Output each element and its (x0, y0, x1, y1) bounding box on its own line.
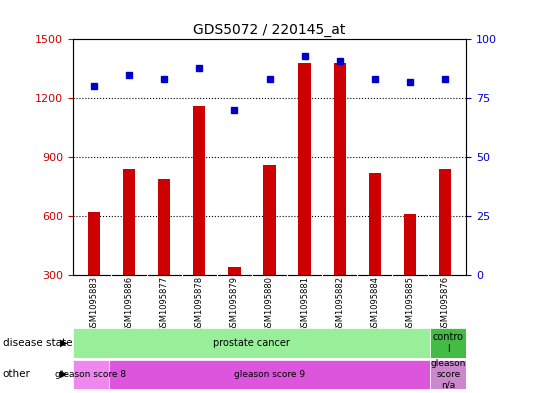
Text: GSM1095883: GSM1095883 (89, 276, 98, 332)
Bar (439, 169, 451, 275)
Text: GSM1095876: GSM1095876 (441, 276, 450, 332)
Text: GSM1095881: GSM1095881 (300, 276, 309, 332)
Bar (299, 63, 311, 275)
Text: gleason score 9: gleason score 9 (234, 370, 305, 379)
Bar (193, 106, 205, 275)
Text: GSM1095877: GSM1095877 (160, 276, 169, 332)
Bar (108, 360, 431, 389)
Text: gleason score 8: gleason score 8 (55, 370, 126, 379)
Text: ▶: ▶ (60, 369, 67, 379)
Bar (431, 360, 466, 389)
Text: disease state: disease state (3, 338, 72, 348)
Bar (431, 328, 466, 358)
Text: GSM1095879: GSM1095879 (230, 276, 239, 332)
Bar (158, 179, 170, 275)
Text: GSM1095880: GSM1095880 (265, 276, 274, 332)
Text: gleason
score
n/a: gleason score n/a (431, 360, 466, 389)
Text: GSM1095885: GSM1095885 (405, 276, 414, 332)
Bar (334, 63, 346, 275)
Text: GSM1095884: GSM1095884 (370, 276, 379, 332)
Text: GSM1095886: GSM1095886 (125, 276, 134, 332)
Text: contro
l: contro l (433, 332, 464, 354)
Bar (404, 214, 416, 275)
Bar (264, 165, 275, 275)
Text: ▶: ▶ (60, 338, 67, 348)
Text: other: other (3, 369, 31, 379)
Bar (228, 267, 240, 275)
Bar (369, 173, 381, 275)
Title: GDS5072 / 220145_at: GDS5072 / 220145_at (194, 23, 345, 37)
Text: prostate cancer: prostate cancer (213, 338, 290, 348)
Text: GSM1095882: GSM1095882 (335, 276, 344, 332)
Bar (88, 212, 100, 275)
Text: GSM1095878: GSM1095878 (195, 276, 204, 332)
Bar (123, 169, 135, 275)
Bar (73, 360, 108, 389)
